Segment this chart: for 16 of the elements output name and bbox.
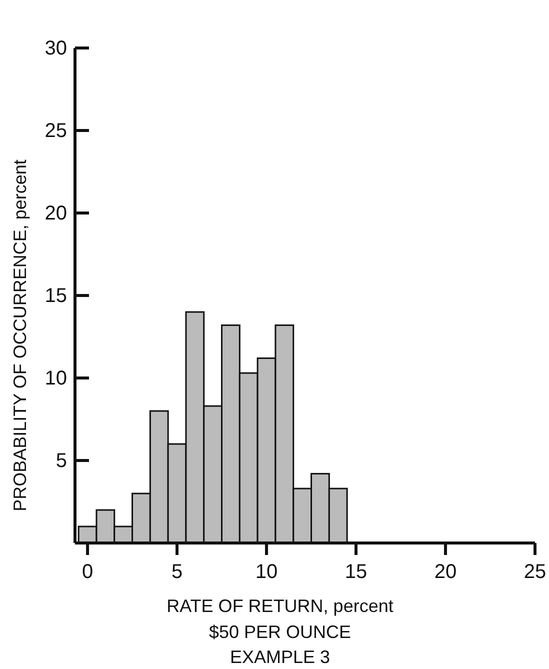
x-axis-title: RATE OF RETURN, percent [166,596,394,616]
text: $50 PER OUNCE [208,622,352,642]
y-tick-label: 10 [44,367,67,390]
y-tick-label: 15 [44,284,67,307]
x-tick-label: 15 [344,561,368,583]
text: EXAMPLE 3 [230,647,330,667]
y-tick-label: 20 [44,202,67,224]
x-tick-label: 10 [255,561,278,583]
y-tick-label: 5 [56,450,67,472]
y-tick-label: 30 [44,37,67,60]
x-tick-label: 25 [524,561,546,583]
x-tick-label: 0 [82,561,94,583]
y-axis-title: PROBABILITY OF OCCURRENCE, percent [10,160,30,512]
x-tick-label: 5 [171,561,183,583]
y-tick-label: 25 [44,120,67,142]
x-tick-label: 20 [434,561,457,583]
